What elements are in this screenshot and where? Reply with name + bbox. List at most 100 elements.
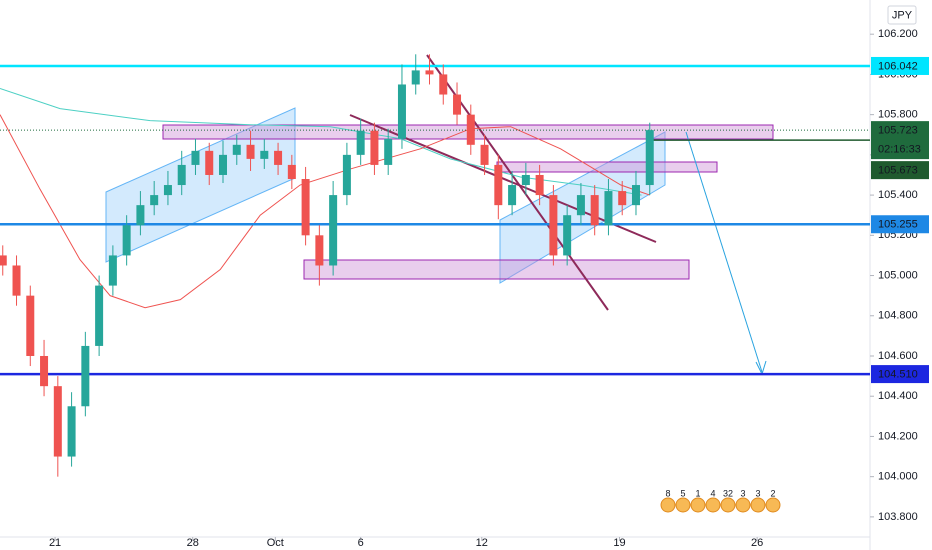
- candle-body: [480, 144, 489, 165]
- candle-body: [26, 295, 35, 356]
- reference-label: 105.673: [878, 165, 918, 177]
- reference-label-box: [871, 161, 929, 180]
- y-tick-label: 104.400: [878, 390, 918, 402]
- x-tick-label: Oct: [267, 537, 284, 549]
- x-tick-label: 19: [613, 537, 625, 549]
- candle-body: [95, 285, 104, 346]
- candle-body: [618, 191, 627, 206]
- x-tick-label: 26: [751, 537, 763, 549]
- candle-body: [163, 185, 172, 196]
- moving-average: [0, 88, 642, 196]
- currency-label: JPY: [892, 9, 913, 21]
- candle-body: [494, 164, 503, 206]
- y-tick-label: 105.000: [878, 269, 918, 281]
- last-price-label: 105.723: [878, 125, 918, 137]
- x-tick-label: 21: [49, 537, 61, 549]
- event-badge-count: 4: [710, 488, 715, 498]
- candle-body: [370, 130, 379, 165]
- y-tick-label: 105.400: [878, 189, 918, 201]
- candle-body: [315, 235, 324, 266]
- event-badge-count: 2: [770, 488, 775, 498]
- candle-body: [177, 164, 186, 186]
- y-tick-label: 104.600: [878, 350, 918, 362]
- candle-body: [81, 345, 90, 407]
- event-badge: [675, 497, 691, 513]
- candle-body: [274, 150, 283, 165]
- candle-body: [590, 195, 599, 226]
- event-badge: [690, 497, 706, 513]
- y-tick-label: 104.200: [878, 430, 918, 442]
- candle-body: [136, 205, 145, 226]
- candle-body: [425, 70, 434, 75]
- candle-body: [466, 114, 475, 145]
- candle-body: [397, 84, 406, 139]
- level-label: 104.510: [878, 368, 918, 380]
- candle-body: [287, 164, 296, 179]
- candle-body: [576, 195, 585, 216]
- candle-body: [108, 255, 117, 286]
- candle-body: [549, 195, 558, 256]
- candle-body: [453, 94, 462, 115]
- candle-body: [246, 144, 255, 159]
- event-badge-count: 3: [755, 488, 760, 498]
- candle-body: [563, 215, 572, 256]
- y-tick-label: 104.800: [878, 310, 918, 322]
- candle-body: [12, 265, 21, 296]
- candle-body: [0, 255, 7, 266]
- candle-body: [191, 150, 200, 165]
- x-tick-label: 28: [187, 537, 199, 549]
- candle-body: [508, 185, 517, 206]
- candle-body: [301, 179, 310, 236]
- candle-body: [40, 355, 49, 387]
- event-badge: [735, 497, 751, 513]
- x-tick-label: 12: [476, 537, 488, 549]
- candle-body: [329, 195, 338, 266]
- event-badge: [720, 497, 736, 513]
- currency-box: [887, 5, 917, 25]
- candle-body: [439, 74, 448, 95]
- moving-average: [0, 114, 650, 309]
- candle-body: [521, 174, 530, 186]
- x-tick-label: 6: [358, 537, 364, 549]
- candle-body: [53, 386, 62, 457]
- zone: [303, 259, 690, 280]
- candle-body: [232, 144, 241, 155]
- y-tick-label: 103.800: [878, 511, 918, 523]
- countdown: 02:16:33: [878, 144, 921, 156]
- candle-body: [150, 195, 159, 206]
- event-badge-count: 8: [665, 488, 670, 498]
- event-badge: [750, 497, 766, 513]
- candle-body: [384, 138, 393, 165]
- projection-arrow: [685, 131, 763, 373]
- level-label: 105.255: [878, 219, 918, 231]
- candle-body: [645, 130, 654, 186]
- candle-body: [411, 70, 420, 85]
- level-label-box: [871, 365, 929, 384]
- y-tick-label: 104.000: [878, 471, 918, 483]
- zone: [496, 161, 718, 173]
- candle-body: [356, 130, 365, 155]
- level-label-box: [871, 56, 929, 75]
- level-label: 106.042: [878, 60, 918, 72]
- event-badge: [705, 497, 721, 513]
- candle-body: [205, 150, 214, 175]
- event-badge: [765, 497, 781, 513]
- candle-body: [535, 174, 544, 196]
- candle-body: [631, 185, 640, 206]
- level-label-box: [871, 215, 929, 234]
- candle-body: [67, 406, 76, 457]
- y-tick-label: 105.800: [878, 109, 918, 121]
- event-badge-count: 3: [740, 488, 745, 498]
- candle-body: [122, 225, 131, 256]
- candle-body: [260, 150, 269, 159]
- event-badge-count: 5: [680, 488, 685, 498]
- y-tick-label: 106.200: [878, 28, 918, 40]
- event-badge-count: 1: [695, 488, 700, 498]
- event-badge-count: 32: [723, 488, 733, 498]
- candle-body: [604, 191, 613, 226]
- candle-body: [342, 154, 351, 196]
- event-badge: [660, 497, 676, 513]
- last-price-box: [871, 121, 929, 160]
